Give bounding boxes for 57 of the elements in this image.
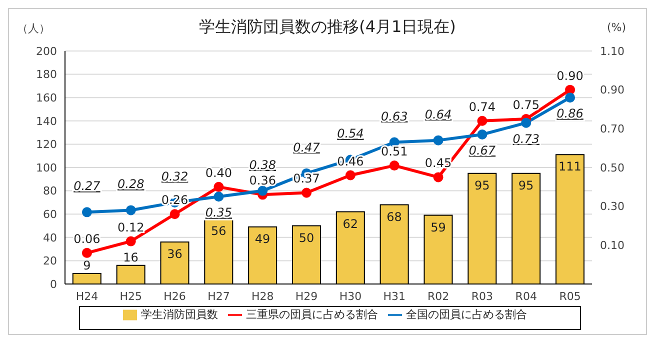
data-label: 0.75 <box>512 98 540 112</box>
y-tick-label: 0 <box>50 278 57 291</box>
data-label: 0.06 <box>74 232 100 246</box>
y-tick-label: 180 <box>36 68 57 82</box>
data-label: 0.73 <box>512 132 540 146</box>
y-axis-title: （人） <box>17 21 50 36</box>
data-label: 111 <box>558 160 582 174</box>
x-tick-label: H25 <box>120 290 142 303</box>
data-label: 36 <box>167 247 182 262</box>
y-tick-label: 20 <box>43 254 57 268</box>
y2-tick-label: 0.10 <box>600 239 624 252</box>
x-tick-label: R02 <box>427 290 450 303</box>
data-label: 16 <box>123 250 138 264</box>
x-tick-label: R03 <box>471 290 494 303</box>
y-tick-label: 60 <box>43 208 57 222</box>
x-tick-label: H29 <box>295 290 318 303</box>
x-tick-label: H30 <box>339 290 362 303</box>
y2-tick-label: 0.70 <box>600 122 624 136</box>
y2-tick-label: 0.30 <box>600 200 624 214</box>
data-label: 49 <box>254 232 270 246</box>
data-label: 0.90 <box>556 68 584 83</box>
data-label: 95 <box>474 178 490 192</box>
x-tick-label: H28 <box>251 290 274 303</box>
data-label: 68 <box>386 210 402 224</box>
data-label: 56 <box>211 224 226 238</box>
data-label: 0.51 <box>381 144 408 159</box>
y-tick-label: 80 <box>43 184 57 198</box>
x-tick-label: H24 <box>76 290 98 303</box>
y-tick-label: 160 <box>36 92 57 105</box>
data-label: 0.74 <box>468 100 496 114</box>
data-label: 0.40 <box>205 166 232 180</box>
data-label: 9 <box>83 258 91 273</box>
data-label: 95 <box>518 178 534 192</box>
y2-axis-title: (%) <box>607 21 626 34</box>
y-tick-label: 140 <box>36 114 57 128</box>
y2-tick-label: 0.90 <box>600 84 624 97</box>
x-tick-label: H31 <box>383 290 406 303</box>
data-label: 0.36 <box>249 174 276 188</box>
y2-tick-label: 0.50 <box>600 161 624 174</box>
legend-label: 全国の団員に占める割合 <box>406 308 527 321</box>
legend-label: 三重県の団員に占める割合 <box>246 308 378 321</box>
y-tick-label: 100 <box>36 161 57 174</box>
x-tick-label: H27 <box>208 290 230 303</box>
legend-label: 学生消防団員数 <box>141 308 218 321</box>
data-label: 62 <box>342 216 358 231</box>
y-tick-label: 120 <box>36 138 57 152</box>
y-tick-label: 40 <box>43 231 57 244</box>
data-label: 50 <box>298 230 314 245</box>
x-tick-label: R04 <box>515 290 537 303</box>
chart-title: 学生消防団員数の推移(4月1日現在) <box>199 17 456 36</box>
data-label: 0.27 <box>74 179 101 194</box>
x-tick-label: H26 <box>164 290 186 303</box>
x-tick-label: R05 <box>559 290 581 303</box>
y-tick-label: 200 <box>36 44 57 58</box>
data-label: 0.12 <box>118 220 144 234</box>
y2-tick-label: 1.10 <box>600 44 624 58</box>
data-label: 59 <box>430 220 446 234</box>
